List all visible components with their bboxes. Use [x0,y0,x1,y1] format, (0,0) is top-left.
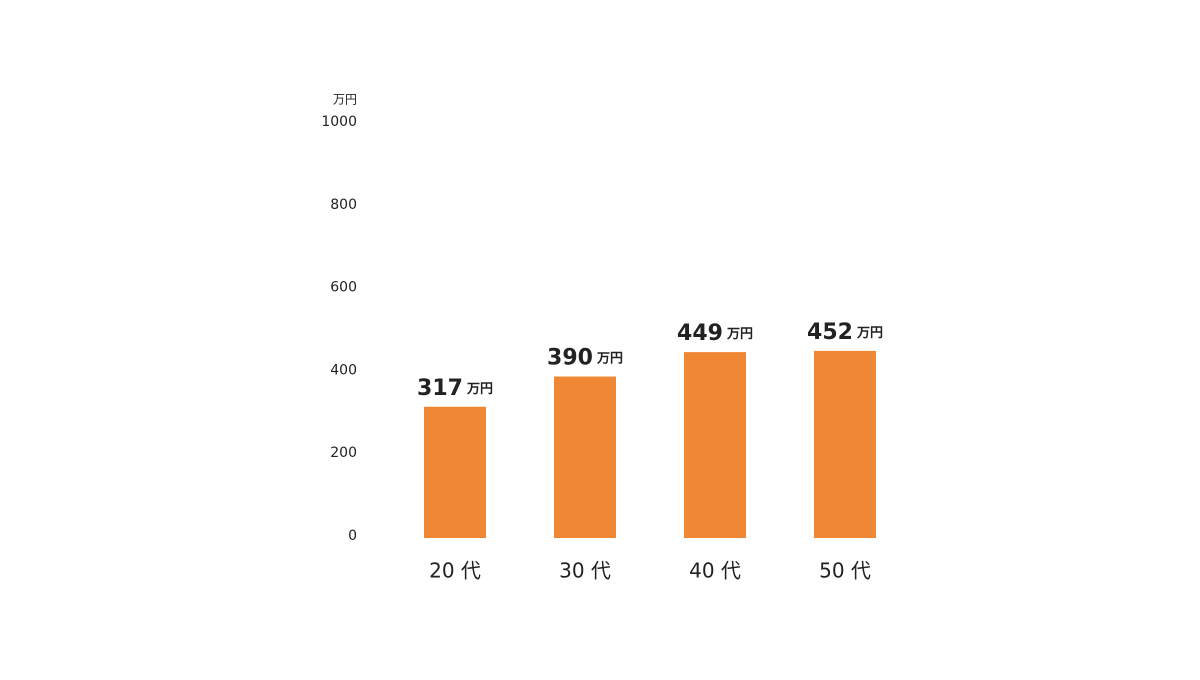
y-tick-label: 600 [330,280,357,296]
data-unit: 万円 [466,381,493,396]
y-unit: 万円 [333,93,357,107]
x-tick-label: 50 代 [819,559,871,583]
y-tick-label: 200 [330,445,357,461]
data-value: 449 [677,321,723,346]
data-value: 452 [807,320,853,345]
data-unit: 万円 [596,351,623,366]
data-value: 390 [547,346,593,371]
data-value: 317 [417,376,463,401]
x-tick-label: 20 代 [429,559,481,583]
bar [684,352,746,538]
y-tick-label: 1000 [321,114,357,130]
data-label: 452 万円 [807,320,883,345]
y-tick-label: 800 [330,197,357,213]
data-unit: 万円 [856,325,883,340]
data-unit: 万円 [726,327,753,342]
data-label: 449 万円 [677,321,753,346]
data-label: 317 万円 [417,376,493,401]
bar [814,350,876,538]
y-tick-label: 0 [348,528,357,544]
bar [424,406,486,538]
x-tick-label: 40 代 [689,559,741,583]
x-tick-label: 30 代 [559,559,611,583]
y-tick-label: 400 [330,362,357,378]
bar [554,376,616,538]
data-label: 390 万円 [547,346,623,371]
